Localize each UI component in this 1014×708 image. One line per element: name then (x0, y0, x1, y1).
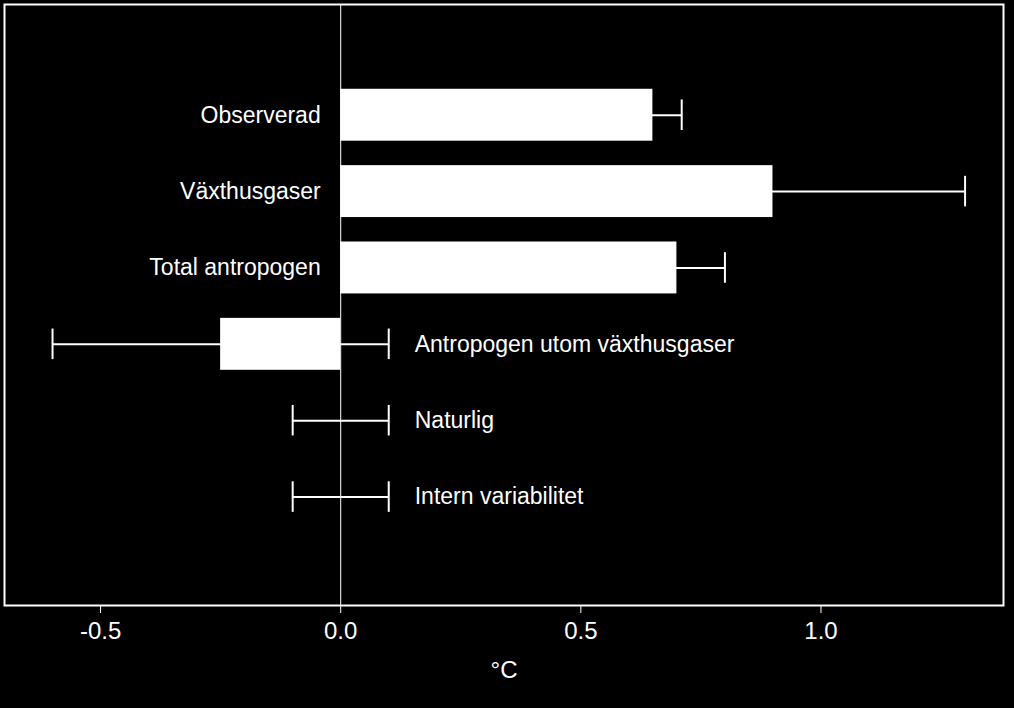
svg-text:Total antropogen: Total antropogen (149, 254, 320, 280)
svg-text:Intern variabilitet: Intern variabilitet (415, 483, 584, 509)
svg-text:Naturlig: Naturlig (415, 407, 494, 433)
svg-text:Växthusgaser: Växthusgaser (180, 178, 321, 204)
svg-text:°C: °C (491, 656, 518, 683)
svg-text:0.5: 0.5 (564, 617, 597, 644)
svg-text:1.0: 1.0 (804, 617, 837, 644)
svg-text:-0.5: -0.5 (80, 617, 121, 644)
svg-text:Observerad: Observerad (201, 102, 321, 128)
svg-text:0.0: 0.0 (324, 617, 357, 644)
svg-text:Antropogen utom växthusgaser: Antropogen utom växthusgaser (415, 331, 735, 357)
